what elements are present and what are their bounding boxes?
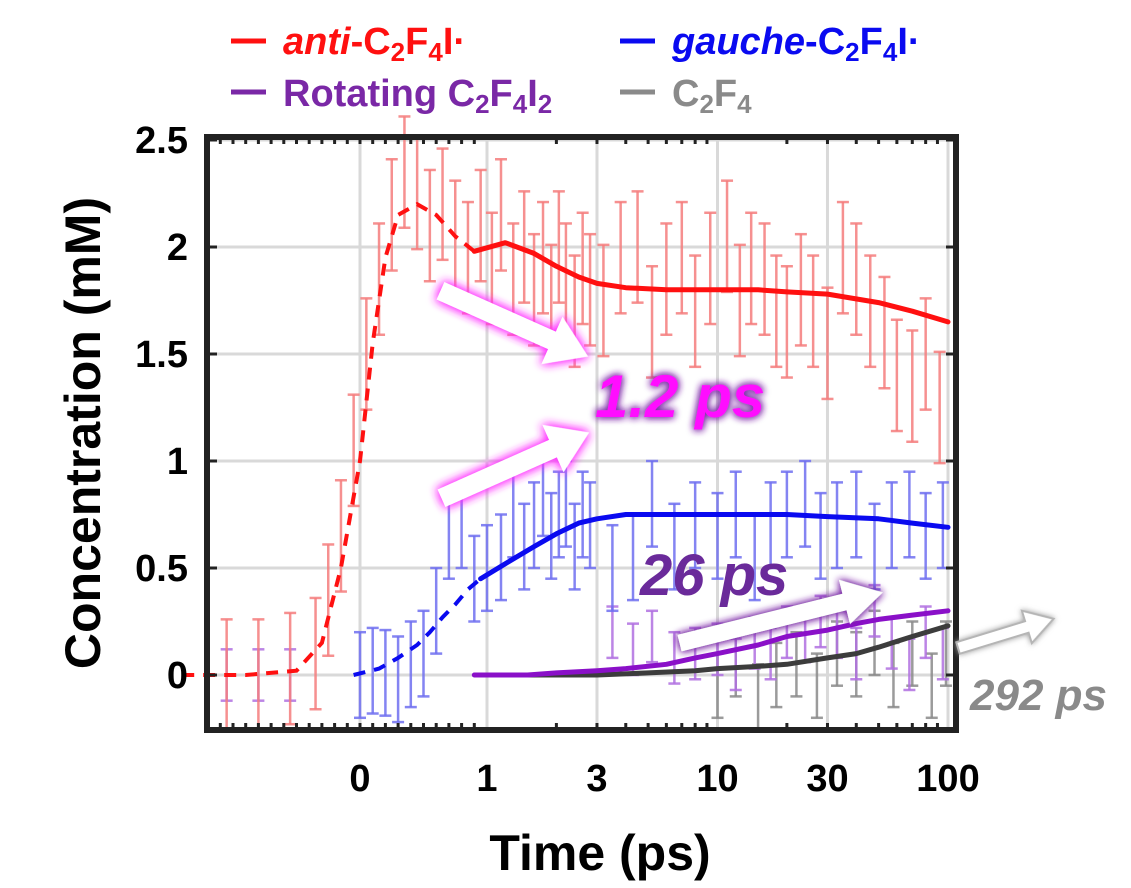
x-tick-label-0: 0 — [349, 758, 370, 800]
legend-formula-part-anti-4: I· — [443, 21, 466, 63]
legend-formula-part-gauche-3: 4 — [883, 37, 898, 67]
y-tick-label-2: 1 — [167, 441, 188, 483]
y-tick-labels: 0 0.5 1 1.5 2 2.5 — [135, 120, 188, 697]
plot-frame — [204, 134, 959, 733]
series-errorbars-2 — [220, 583, 949, 702]
lifetime-label-292ps: 292 ps — [969, 671, 1107, 720]
legend-prefix-gauche: gauche — [671, 21, 805, 63]
legend-formula-part-rotating-2: F — [490, 73, 513, 115]
series-fit-1 — [478, 512, 951, 582]
lifetime-label-26ps: 26 ps — [639, 543, 788, 608]
series-fit-2 — [471, 608, 951, 678]
y-axis-title: Concentration (mM) — [55, 197, 111, 669]
x-tick-label-1: 1 — [476, 758, 497, 800]
series-dashed-1 — [353, 577, 482, 677]
legend-formula-part-anti-2: F — [405, 21, 428, 63]
x-tick-label-2: 3 — [586, 758, 607, 800]
series-fit-3 — [484, 623, 951, 678]
legend-formula-part-anti-0: -C — [351, 21, 391, 63]
x-tick-label-3: 10 — [696, 758, 738, 800]
y-tick-label-4: 2 — [167, 227, 188, 269]
legend-formula-part-rotating-3: 4 — [513, 89, 528, 119]
lifetime-label-1-2ps: 1.2 ps — [595, 363, 765, 430]
legend-label-anti: anti-C2F4I· — [283, 21, 466, 67]
y-tick-label-3: 1.5 — [135, 334, 188, 376]
c2f4-arrow-icon — [954, 609, 1056, 655]
legend-formula-part-gauche-4: I· — [897, 21, 920, 63]
legend-prefix-anti: anti — [283, 21, 352, 63]
legend-formula-part-anti-1: 2 — [391, 37, 405, 67]
series-dashed-0 — [182, 201, 476, 677]
y-tick-label-5: 2.5 — [135, 120, 188, 162]
series-layer — [182, 115, 952, 732]
y-tick-label-1: 0.5 — [135, 548, 188, 590]
legend-formula-part-rotating-5: 2 — [538, 89, 552, 119]
legend-formula-part-rotating-1: 2 — [475, 89, 489, 119]
series-errorbars-1 — [354, 449, 949, 724]
legend-formula-part-c2f4-1: 2 — [699, 89, 713, 119]
legend-item-gauche: gauche-C2F4I· — [620, 21, 921, 67]
series-errorbars-0 — [220, 115, 946, 732]
legend-formula-part-gauche-0: -C — [805, 21, 845, 63]
x-tick-label-4: 30 — [806, 758, 848, 800]
x-tick-labels: 0 1 3 10 30 100 — [349, 758, 979, 800]
legend-formula-part-c2f4-2: F — [714, 73, 737, 115]
legend-formula-part-gauche-1: 2 — [845, 37, 859, 67]
y-tick-label-0: 0 — [167, 655, 188, 697]
legend-label-c2f4: C2F4 — [672, 73, 752, 119]
series-fit-0 — [471, 240, 951, 325]
x-axis-title: Time (ps) — [489, 825, 710, 881]
legend-formula-part-c2f4-0: C — [672, 73, 699, 115]
legend-item-anti: anti-C2F4I· — [231, 21, 466, 67]
legend-formula-part-rotating-4: I — [527, 73, 538, 115]
annotations: 1.2 ps 26 ps 292 ps — [436, 282, 1107, 720]
legend-formula-part-rotating-0: Rotating C — [283, 73, 475, 115]
legend-label-gauche: gauche-C2F4I· — [671, 21, 921, 67]
legend-formula-part-c2f4-3: 4 — [737, 89, 752, 119]
frame-ticks — [207, 137, 956, 730]
rotating-arrow-icon — [677, 579, 883, 652]
rise-arrow-icon — [437, 424, 589, 507]
legend: anti-C2F4I· gauche-C2F4I· Rotating C2F4I… — [231, 21, 921, 119]
x-tick-label-5: 100 — [916, 758, 979, 800]
legend-label-rotating: Rotating C2F4I2 — [283, 73, 552, 119]
legend-formula-part-gauche-2: F — [860, 21, 883, 63]
legend-item-rotating: Rotating C2F4I2 — [231, 73, 552, 119]
legend-formula-part-anti-3: 4 — [428, 37, 443, 67]
legend-item-c2f4: C2F4 — [620, 73, 752, 119]
decay-arrow-icon — [436, 282, 588, 365]
